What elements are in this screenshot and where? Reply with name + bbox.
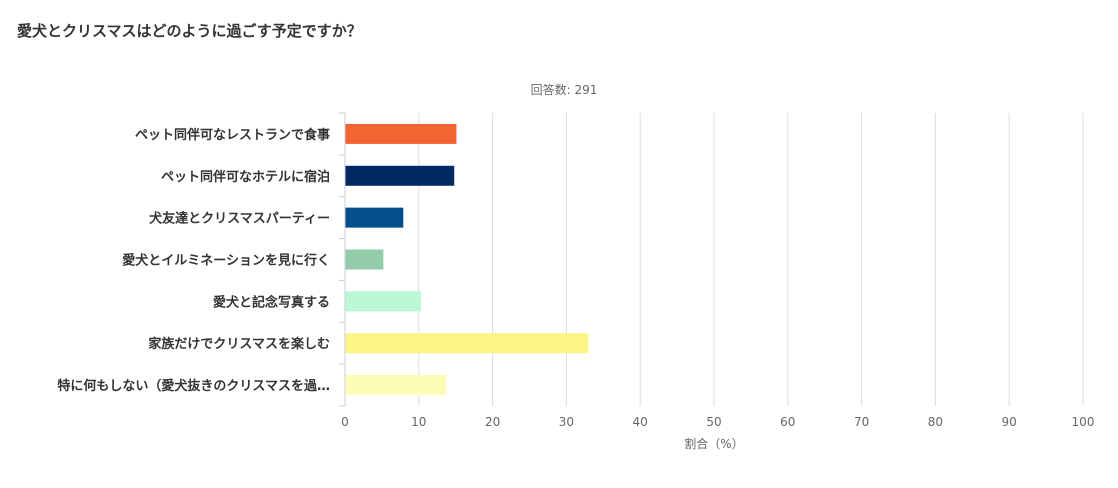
category-label: 愛犬とイルミネーションを見に行く	[122, 253, 330, 269]
bar[interactable]	[345, 165, 455, 186]
category-label: 特に何もしない（愛犬抜きのクリスマスを過…	[57, 378, 330, 394]
x-tick-label: 90	[1002, 415, 1017, 429]
axes: 0 10 20 30 40 50 60 70 80 90 100 ペット同伴可なレストランで食事ペット…	[57, 112, 1095, 429]
x-tick-label: 0	[341, 415, 349, 429]
gridlines	[418, 113, 1084, 406]
category-label: ペット同伴可なホテルに宿泊	[161, 169, 330, 185]
x-tick-label: 10	[411, 415, 426, 429]
chart-subtitle: 回答数: 291	[531, 82, 598, 97]
question-title: 愛犬とクリスマスはどのように過ごす予定ですか？	[17, 22, 362, 40]
x-tick-label: 70	[854, 415, 869, 429]
x-tick-label: 80	[928, 415, 943, 429]
bars	[345, 123, 589, 396]
x-tick-label: 20	[485, 415, 500, 429]
x-axis-title: 割合（%）	[684, 436, 743, 451]
x-tick-label: 30	[559, 415, 574, 429]
bar[interactable]	[345, 249, 384, 270]
x-tick-label: 100	[1072, 415, 1095, 429]
category-label: 家族だけでクリスマスを楽しむ	[148, 336, 330, 352]
category-label: 愛犬と記念写真する	[213, 294, 330, 310]
x-tick-label: 50	[706, 415, 721, 429]
category-label: ペット同伴可なレストランで食事	[135, 127, 330, 143]
x-tick-label: 60	[780, 415, 795, 429]
bar[interactable]	[345, 123, 457, 144]
x-tick-label: 40	[633, 415, 648, 429]
bar[interactable]	[345, 291, 422, 312]
bar[interactable]	[345, 375, 447, 396]
category-label: 犬友達とクリスマスパーティー	[149, 211, 330, 227]
bar[interactable]	[345, 333, 589, 354]
bar[interactable]	[345, 207, 404, 228]
